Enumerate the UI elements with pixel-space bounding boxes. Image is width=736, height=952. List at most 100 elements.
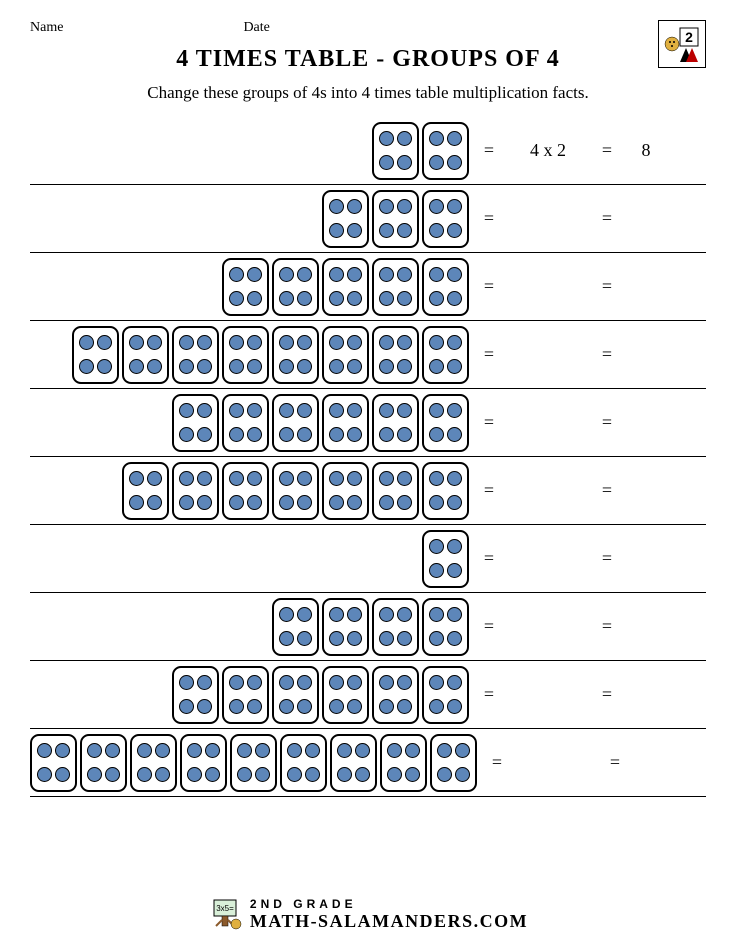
problem-row: == — [30, 253, 706, 321]
dot-icon — [429, 131, 444, 146]
dot-icon — [429, 335, 444, 350]
dot-icon — [429, 607, 444, 622]
four-dot-tile — [422, 666, 469, 724]
equals-sign: = — [475, 616, 503, 637]
dot-icon — [347, 699, 362, 714]
equals-sign: = — [475, 344, 503, 365]
dot-icon — [229, 495, 244, 510]
instructions-text: Change these groups of 4s into 4 times t… — [30, 83, 706, 103]
dot-icon — [129, 359, 144, 374]
dot-icon — [379, 199, 394, 214]
dot-icon — [329, 223, 344, 238]
four-dot-tile — [422, 190, 469, 248]
dot-icon — [397, 607, 412, 622]
dot-icon — [429, 155, 444, 170]
dot-icon — [279, 335, 294, 350]
dot-icon — [447, 699, 462, 714]
equals-sign: = — [475, 684, 503, 705]
answer-value: 8 — [621, 140, 671, 161]
dot-icon — [129, 335, 144, 350]
dot-icon — [329, 403, 344, 418]
dot-icon — [179, 471, 194, 486]
dot-icon — [455, 743, 470, 758]
dot-icon — [447, 495, 462, 510]
dot-icon — [97, 359, 112, 374]
dot-icon — [37, 743, 52, 758]
dot-icon — [447, 427, 462, 442]
dot-icon — [355, 743, 370, 758]
dot-icon — [279, 291, 294, 306]
dot-icon — [379, 427, 394, 442]
dot-icon — [379, 495, 394, 510]
four-dot-tile — [422, 122, 469, 180]
four-dot-tile — [430, 734, 477, 792]
dot-icon — [347, 199, 362, 214]
four-dot-tile — [322, 326, 369, 384]
dot-icon — [247, 291, 262, 306]
dot-icon — [197, 359, 212, 374]
dot-icon — [329, 495, 344, 510]
dot-icon — [447, 335, 462, 350]
dot-icon — [447, 199, 462, 214]
footer-site-text: MATH-SALAMANDERS.COM — [250, 911, 528, 932]
tiles-area — [30, 530, 475, 588]
dot-icon — [279, 607, 294, 622]
dot-icon — [379, 359, 394, 374]
dot-icon — [297, 291, 312, 306]
dot-icon — [179, 427, 194, 442]
dot-icon — [297, 607, 312, 622]
dot-icon — [229, 291, 244, 306]
dot-icon — [379, 131, 394, 146]
dot-icon — [229, 403, 244, 418]
equals-sign: = — [483, 752, 511, 773]
dot-icon — [379, 471, 394, 486]
dot-icon — [237, 767, 252, 782]
dot-icon — [397, 335, 412, 350]
tiles-area — [30, 326, 475, 384]
four-dot-tile — [272, 394, 319, 452]
equals-sign: = — [593, 140, 621, 161]
dot-icon — [97, 335, 112, 350]
dot-icon — [347, 427, 362, 442]
dot-icon — [279, 675, 294, 690]
dot-icon — [329, 675, 344, 690]
dot-icon — [429, 471, 444, 486]
four-dot-tile — [372, 326, 419, 384]
dot-icon — [187, 767, 202, 782]
tiles-area — [30, 462, 475, 520]
dot-icon — [237, 743, 252, 758]
dot-icon — [87, 767, 102, 782]
dot-icon — [247, 699, 262, 714]
tiles-area — [30, 734, 483, 792]
four-dot-tile — [130, 734, 177, 792]
dot-icon — [379, 223, 394, 238]
dot-icon — [155, 743, 170, 758]
dot-icon — [297, 675, 312, 690]
dot-icon — [397, 291, 412, 306]
dot-icon — [429, 427, 444, 442]
four-dot-tile — [122, 326, 169, 384]
dot-icon — [229, 471, 244, 486]
four-dot-tile — [222, 258, 269, 316]
four-dot-tile — [380, 734, 427, 792]
equals-sign: = — [593, 480, 621, 501]
dot-icon — [279, 427, 294, 442]
dot-icon — [429, 563, 444, 578]
dot-icon — [405, 743, 420, 758]
dot-icon — [429, 495, 444, 510]
dot-icon — [429, 359, 444, 374]
dot-icon — [297, 403, 312, 418]
dot-icon — [179, 359, 194, 374]
four-dot-tile — [372, 190, 419, 248]
dot-icon — [379, 267, 394, 282]
dot-icon — [197, 495, 212, 510]
dot-icon — [347, 267, 362, 282]
dot-icon — [429, 403, 444, 418]
dot-icon — [429, 291, 444, 306]
dot-icon — [279, 699, 294, 714]
svg-text:3x5=: 3x5= — [216, 904, 234, 913]
four-dot-tile — [272, 326, 319, 384]
dot-icon — [347, 335, 362, 350]
dot-icon — [397, 359, 412, 374]
dot-icon — [247, 359, 262, 374]
